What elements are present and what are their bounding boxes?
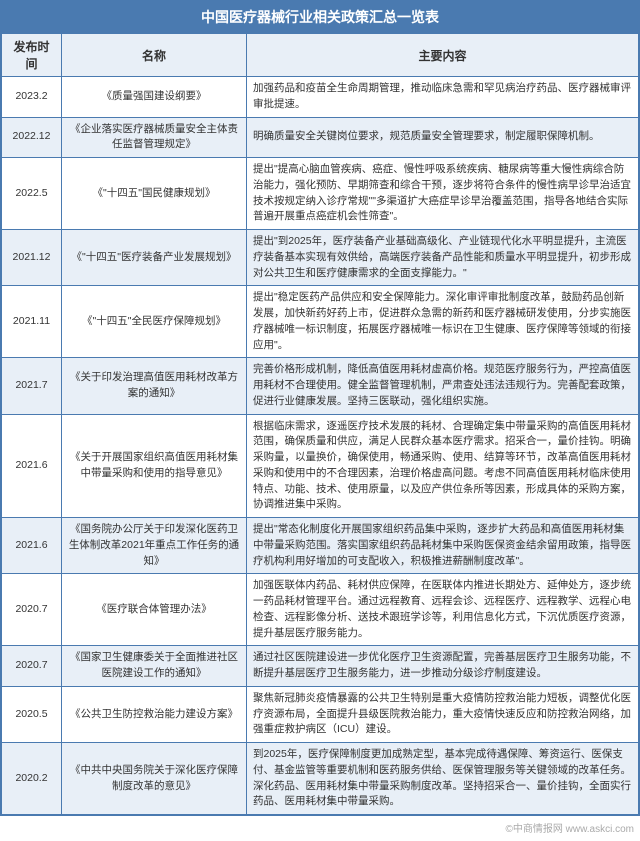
cell-content: 通过社区医院建设进一步优化医疗卫生资源配置，完善基层医疗卫生服务功能，不断提升基…: [247, 646, 639, 687]
table-row: 2020.7《医疗联合体管理办法》加强医联体内药品、耗材供应保障，在医联体内推进…: [2, 574, 639, 646]
cell-content: 到2025年，医疗保障制度更加成熟定型，基本完成待遇保障、筹资运行、医保支付、基…: [247, 743, 639, 815]
header-name: 名称: [62, 34, 247, 77]
cell-content: 提出"提高心脑血管疾病、癌症、慢性呼吸系统疾病、糖尿病等重大慢性病综合防治能力，…: [247, 158, 639, 230]
table-row: 2020.5《公共卫生防控救治能力建设方案》聚焦新冠肺炎疫情暴露的公共卫生特别是…: [2, 686, 639, 742]
cell-name: 《企业落实医疗器械质量安全主体责任监督管理规定》: [62, 117, 247, 158]
cell-content: 加强药品和疫苗全生命周期管理，推动临床急需和罕见病治疗药品、医疗器械审评审批提速…: [247, 77, 639, 118]
table-row: 2021.7《关于印发治理高值医用耗材改革方案的通知》完善价格形成机制，降低高值…: [2, 358, 639, 414]
table-row: 2022.5《"十四五"国民健康规划》提出"提高心脑血管疾病、癌症、慢性呼吸系统…: [2, 158, 639, 230]
cell-name: 《医疗联合体管理办法》: [62, 574, 247, 646]
table-row: 2020.7《国家卫生健康委关于全面推进社区医院建设工作的通知》通过社区医院建设…: [2, 646, 639, 687]
cell-content: 提出"稳定医药产品供应和安全保障能力。深化审评审批制度改革，鼓励药品创新发展，加…: [247, 286, 639, 358]
cell-name: 《关于开展国家组织高值医用耗材集中带量采购和使用的指导意见》: [62, 414, 247, 518]
cell-name: 《质量强国建设纲要》: [62, 77, 247, 118]
table-row: 2020.2《中共中央国务院关于深化医疗保障制度改革的意见》到2025年，医疗保…: [2, 743, 639, 815]
cell-date: 2021.7: [2, 358, 62, 414]
cell-date: 2021.6: [2, 414, 62, 518]
cell-date: 2020.5: [2, 686, 62, 742]
cell-name: 《国务院办公厅关于印发深化医药卫生体制改革2021年重点工作任务的通知》: [62, 518, 247, 574]
cell-content: 提出"常态化制度化开展国家组织药品集中采购，逐步扩大药品和高值医用耗材集中带量采…: [247, 518, 639, 574]
cell-date: 2021.11: [2, 286, 62, 358]
table-row: 2021.6《国务院办公厅关于印发深化医药卫生体制改革2021年重点工作任务的通…: [2, 518, 639, 574]
table-row: 2021.12《"十四五"医疗装备产业发展规划》提出"到2025年，医疗装备产业…: [2, 230, 639, 286]
table-title: 中国医疗器械行业相关政策汇总一览表: [1, 1, 639, 33]
cell-name: 《中共中央国务院关于深化医疗保障制度改革的意见》: [62, 743, 247, 815]
table-row: 2021.11《"十四五"全民医疗保障规划》提出"稳定医药产品供应和安全保障能力…: [2, 286, 639, 358]
cell-content: 完善价格形成机制，降低高值医用耗材虚高价格。规范医疗服务行为，严控高值医用耗材不…: [247, 358, 639, 414]
cell-name: 《"十四五"医疗装备产业发展规划》: [62, 230, 247, 286]
cell-date: 2020.7: [2, 646, 62, 687]
cell-date: 2022.5: [2, 158, 62, 230]
cell-name: 《公共卫生防控救治能力建设方案》: [62, 686, 247, 742]
table-row: 2022.12《企业落实医疗器械质量安全主体责任监督管理规定》明确质量安全关键岗…: [2, 117, 639, 158]
table-row: 2021.6《关于开展国家组织高值医用耗材集中带量采购和使用的指导意见》根据临床…: [2, 414, 639, 518]
cell-content: 聚焦新冠肺炎疫情暴露的公共卫生特别是重大疫情防控救治能力短板，调整优化医疗资源布…: [247, 686, 639, 742]
cell-name: 《"十四五"全民医疗保障规划》: [62, 286, 247, 358]
cell-date: 2021.12: [2, 230, 62, 286]
header-content: 主要内容: [247, 34, 639, 77]
table-row: 2023.2《质量强国建设纲要》加强药品和疫苗全生命周期管理，推动临床急需和罕见…: [2, 77, 639, 118]
cell-date: 2021.6: [2, 518, 62, 574]
cell-date: 2023.2: [2, 77, 62, 118]
policy-table-container: 中国医疗器械行业相关政策汇总一览表 发布时间 名称 主要内容 2023.2《质量…: [0, 0, 640, 816]
cell-content: 根据临床需求，逐遥医疗技术发展的耗材、合理确定集中带量采购的高值医用耗材范围，确…: [247, 414, 639, 518]
cell-date: 2020.2: [2, 743, 62, 815]
cell-name: 《国家卫生健康委关于全面推进社区医院建设工作的通知》: [62, 646, 247, 687]
footer-credit: ©中商情报网 www.askci.com: [0, 816, 640, 841]
table-header-row: 发布时间 名称 主要内容: [2, 34, 639, 77]
header-date: 发布时间: [2, 34, 62, 77]
cell-content: 明确质量安全关键岗位要求，规范质量安全管理要求，制定履职保障机制。: [247, 117, 639, 158]
cell-content: 加强医联体内药品、耗材供应保障，在医联体内推进长期处方、延伸处方，逐步统一药品耗…: [247, 574, 639, 646]
cell-content: 提出"到2025年，医疗装备产业基础高级化、产业链现代化水平明显提升，主流医疗装…: [247, 230, 639, 286]
cell-date: 2022.12: [2, 117, 62, 158]
cell-name: 《"十四五"国民健康规划》: [62, 158, 247, 230]
policy-table: 发布时间 名称 主要内容 2023.2《质量强国建设纲要》加强药品和疫苗全生命周…: [1, 33, 639, 815]
cell-name: 《关于印发治理高值医用耗材改革方案的通知》: [62, 358, 247, 414]
cell-date: 2020.7: [2, 574, 62, 646]
